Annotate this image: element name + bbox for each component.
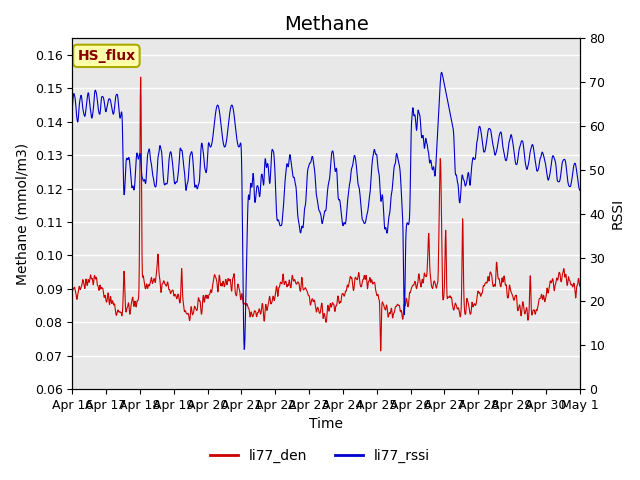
li77_rssi — [284, 164, 292, 169]
li77_rssi — [294, 217, 302, 223]
li77_den — [137, 74, 145, 80]
li77_den — [304, 290, 312, 296]
li77_den — [68, 289, 76, 295]
li77_rssi — [129, 185, 136, 191]
li77_den — [377, 348, 385, 354]
Y-axis label: RSSI: RSSI — [611, 198, 625, 229]
li77_rssi — [108, 104, 115, 109]
li77_rssi — [358, 208, 365, 214]
li77_rssi — [576, 187, 584, 193]
li77_den — [576, 283, 584, 289]
li77_den — [108, 300, 115, 306]
li77_den — [294, 280, 302, 286]
Title: Methane: Methane — [284, 15, 369, 34]
li77_den — [358, 284, 365, 289]
li77_den — [284, 282, 292, 288]
li77_rssi — [438, 70, 445, 75]
Line: li77_rssi: li77_rssi — [72, 72, 580, 349]
li77_rssi — [68, 105, 76, 110]
li77_den — [129, 296, 136, 302]
li77_rssi — [241, 347, 248, 352]
Legend: li77_den, li77_rssi: li77_den, li77_rssi — [204, 443, 436, 468]
li77_rssi — [304, 168, 312, 174]
Y-axis label: Methane (mmol/m3): Methane (mmol/m3) — [15, 143, 29, 285]
X-axis label: Time: Time — [309, 418, 343, 432]
Text: HS_flux: HS_flux — [77, 49, 136, 63]
Line: li77_den: li77_den — [72, 77, 580, 351]
